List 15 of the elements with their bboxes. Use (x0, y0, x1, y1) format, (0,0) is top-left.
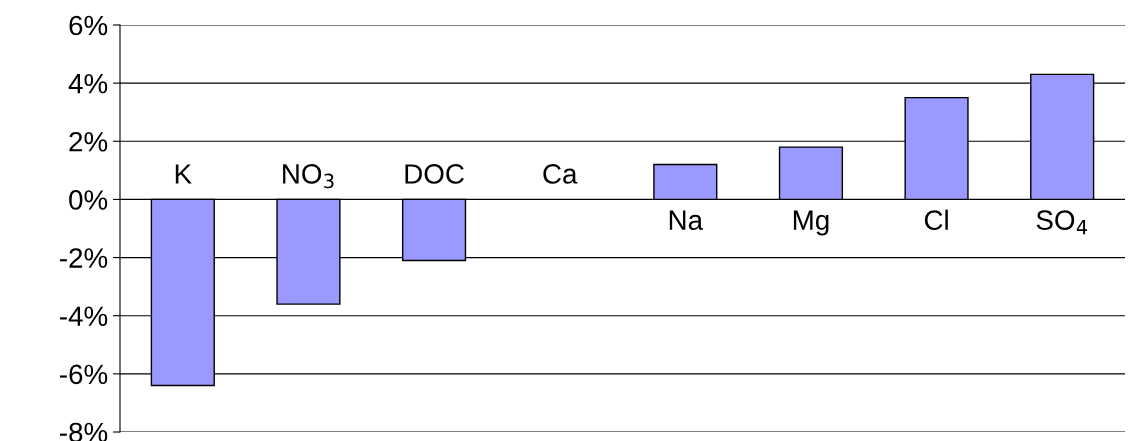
x-tick-label: Cl (924, 209, 948, 231)
y-tick-label: 0% (69, 190, 108, 210)
y-tick-label: -4% (60, 306, 108, 326)
x-tick-label: Na (669, 210, 704, 231)
y-tick-label: 6% (69, 15, 108, 36)
x-tick-label: Ca (543, 164, 578, 184)
x-tick-label: DOC (405, 164, 464, 184)
y-tick-label: -2% (60, 248, 108, 268)
x-tick-label: K (175, 164, 192, 184)
x-tick-label: NO$_{3}$ (283, 164, 334, 189)
y-tick-label: 2% (69, 131, 108, 152)
x-tick-label: Mg (793, 210, 829, 236)
x-tick-label: SO$_{4}$ (1036, 210, 1088, 235)
y-tick-label: 4% (68, 73, 108, 94)
y-tick-label: -6% (60, 364, 108, 385)
